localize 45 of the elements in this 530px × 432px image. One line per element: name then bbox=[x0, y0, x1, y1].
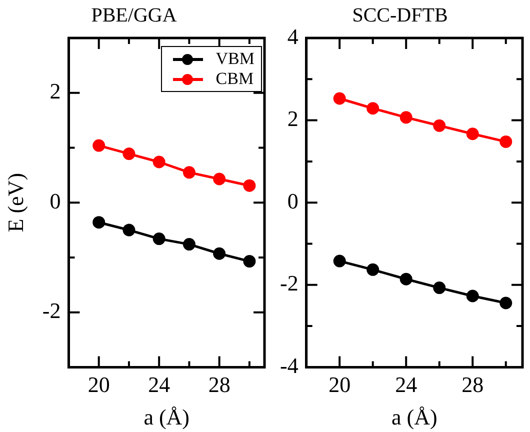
point bbox=[243, 179, 256, 192]
y-axis-title: E (eV) bbox=[2, 172, 28, 232]
point bbox=[92, 139, 106, 152]
point bbox=[122, 224, 136, 236]
y-tick-label: -2 bbox=[280, 270, 298, 296]
point bbox=[243, 255, 256, 268]
point bbox=[92, 216, 106, 229]
x-axis-title: a (Å) bbox=[392, 404, 438, 430]
y-tick-label: 4 bbox=[287, 24, 298, 49]
y-tick-label: 2 bbox=[50, 78, 61, 104]
x-tick-label: 28 bbox=[208, 372, 230, 398]
point bbox=[152, 232, 166, 246]
point bbox=[500, 296, 512, 310]
point bbox=[333, 92, 346, 105]
x-tick-label: 20 bbox=[328, 372, 351, 398]
y-tick-label: 0 bbox=[287, 188, 298, 214]
chart-title: PBE/GGA bbox=[91, 4, 178, 26]
point bbox=[213, 247, 226, 260]
point bbox=[122, 148, 136, 160]
x-tick-label: 24 bbox=[395, 372, 418, 398]
point bbox=[182, 238, 196, 251]
x-tick-label: 20 bbox=[88, 372, 110, 398]
chart-title: SCC-DFTB bbox=[352, 4, 448, 26]
y-tick-label: -2 bbox=[42, 298, 61, 324]
point bbox=[366, 263, 380, 276]
y-tick-label: -4 bbox=[280, 352, 298, 378]
x-tick-label: 28 bbox=[462, 372, 484, 398]
point bbox=[466, 290, 479, 302]
point bbox=[500, 135, 512, 148]
point bbox=[433, 119, 446, 132]
x-axis-title: a (Å) bbox=[144, 404, 190, 430]
point bbox=[152, 156, 166, 168]
point bbox=[333, 254, 346, 268]
point bbox=[400, 111, 412, 124]
legend-label: CBM bbox=[216, 69, 254, 89]
point bbox=[182, 166, 196, 179]
point bbox=[213, 172, 226, 186]
point bbox=[433, 282, 446, 294]
y-tick-label: 0 bbox=[50, 188, 61, 214]
x-tick-label: 24 bbox=[148, 372, 170, 398]
y-tick-label: 2 bbox=[287, 106, 298, 132]
point bbox=[400, 272, 412, 286]
point bbox=[366, 102, 380, 115]
point bbox=[466, 128, 479, 140]
legend-label: VBM bbox=[216, 49, 254, 69]
